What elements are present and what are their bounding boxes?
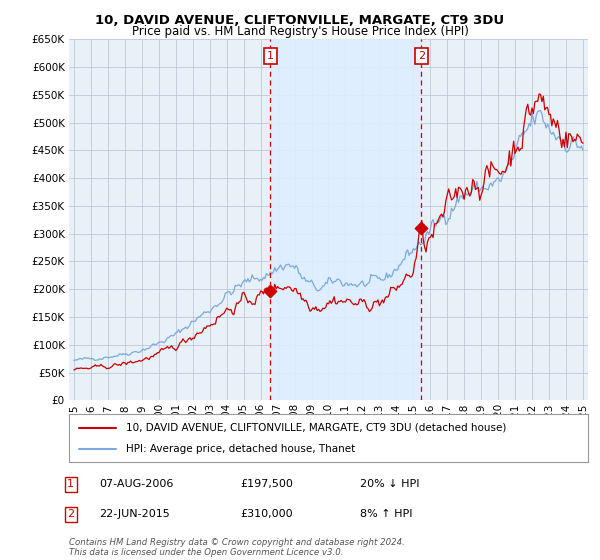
Point [266,286,275,295]
Text: Contains HM Land Registry data © Crown copyright and database right 2024.
This d: Contains HM Land Registry data © Crown c… [69,538,405,557]
Text: 07-AUG-2006: 07-AUG-2006 [99,479,173,489]
Bar [271,39,421,400]
Text: HPI: Average price, detached house, Thanet: HPI: Average price, detached house, Than… [126,444,355,454]
Text: 1: 1 [267,51,274,61]
Text: £310,000: £310,000 [240,509,293,519]
Text: £197,500: £197,500 [240,479,293,489]
Point [416,223,426,232]
Text: Price paid vs. HM Land Registry's House Price Index (HPI): Price paid vs. HM Land Registry's House … [131,25,469,38]
Text: 1: 1 [67,479,74,489]
Text: 10, DAVID AVENUE, CLIFTONVILLE, MARGATE, CT9 3DU: 10, DAVID AVENUE, CLIFTONVILLE, MARGATE,… [95,14,505,27]
Text: 2: 2 [418,51,425,61]
Text: 20% ↓ HPI: 20% ↓ HPI [360,479,419,489]
Text: 8% ↑ HPI: 8% ↑ HPI [360,509,413,519]
Text: 2: 2 [67,509,74,519]
Text: 22-JUN-2015: 22-JUN-2015 [99,509,170,519]
Text: 10, DAVID AVENUE, CLIFTONVILLE, MARGATE, CT9 3DU (detached house): 10, DAVID AVENUE, CLIFTONVILLE, MARGATE,… [126,423,506,433]
